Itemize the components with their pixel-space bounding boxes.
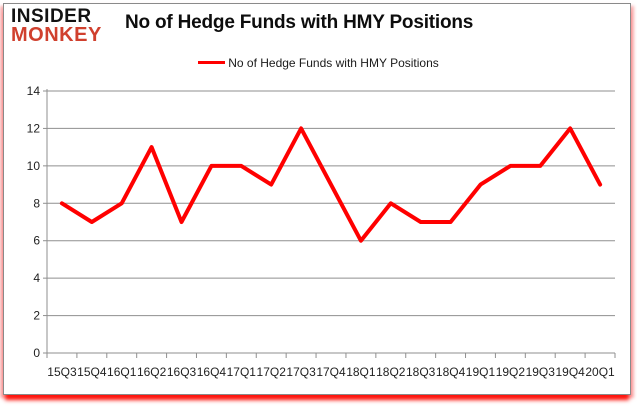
- x-axis-label: 16Q3: [167, 365, 197, 379]
- y-axis-label: 10: [27, 159, 41, 173]
- x-axis-label: 15Q3: [47, 365, 77, 379]
- legend-line-swatch: [198, 61, 226, 64]
- x-axis-label: 15Q4: [77, 365, 107, 379]
- x-axis-label: 19Q1: [466, 365, 496, 379]
- x-axis-label: 19Q2: [496, 365, 526, 379]
- x-axis-label: 16Q1: [107, 365, 137, 379]
- series-line: [59, 126, 603, 243]
- y-axis-label: 14: [27, 84, 41, 98]
- legend: No of Hedge Funds with HMY Positions: [0, 55, 637, 70]
- chart-title: No of Hedge Funds with HMY Positions: [125, 12, 474, 33]
- x-axis-label: 18Q3: [406, 365, 436, 379]
- x-axis-label: 16Q4: [197, 365, 227, 379]
- x-axis-label: 16Q2: [137, 365, 167, 379]
- logo-insider-text: INSIDER: [11, 6, 92, 27]
- x-axis-label: 18Q2: [376, 365, 406, 379]
- x-axis-label: 17Q1: [227, 365, 257, 379]
- y-axis-label: 12: [27, 121, 41, 135]
- y-axis-label: 4: [33, 271, 40, 285]
- x-axis-label: 17Q4: [316, 365, 346, 379]
- x-axis-label: 17Q2: [257, 365, 287, 379]
- y-axis-label: 8: [33, 196, 40, 210]
- chart-frame: [3, 3, 631, 395]
- x-axis-label: 20Q1: [585, 365, 615, 379]
- x-axis-label: 18Q4: [436, 365, 466, 379]
- y-axis-label: 0: [33, 346, 40, 360]
- insider-monkey-logo: INSIDER MONKEY: [11, 7, 102, 45]
- y-axis-label: 6: [33, 234, 40, 248]
- y-axis-label: 2: [33, 309, 40, 323]
- x-axis-label: 19Q4: [555, 365, 585, 379]
- legend-label: No of Hedge Funds with HMY Positions: [228, 55, 439, 70]
- logo-monkey-text: MONKEY: [11, 24, 102, 46]
- x-axis-label: 18Q1: [346, 365, 376, 379]
- x-axis-label: 17Q3: [286, 365, 316, 379]
- x-axis-label: 19Q3: [526, 365, 556, 379]
